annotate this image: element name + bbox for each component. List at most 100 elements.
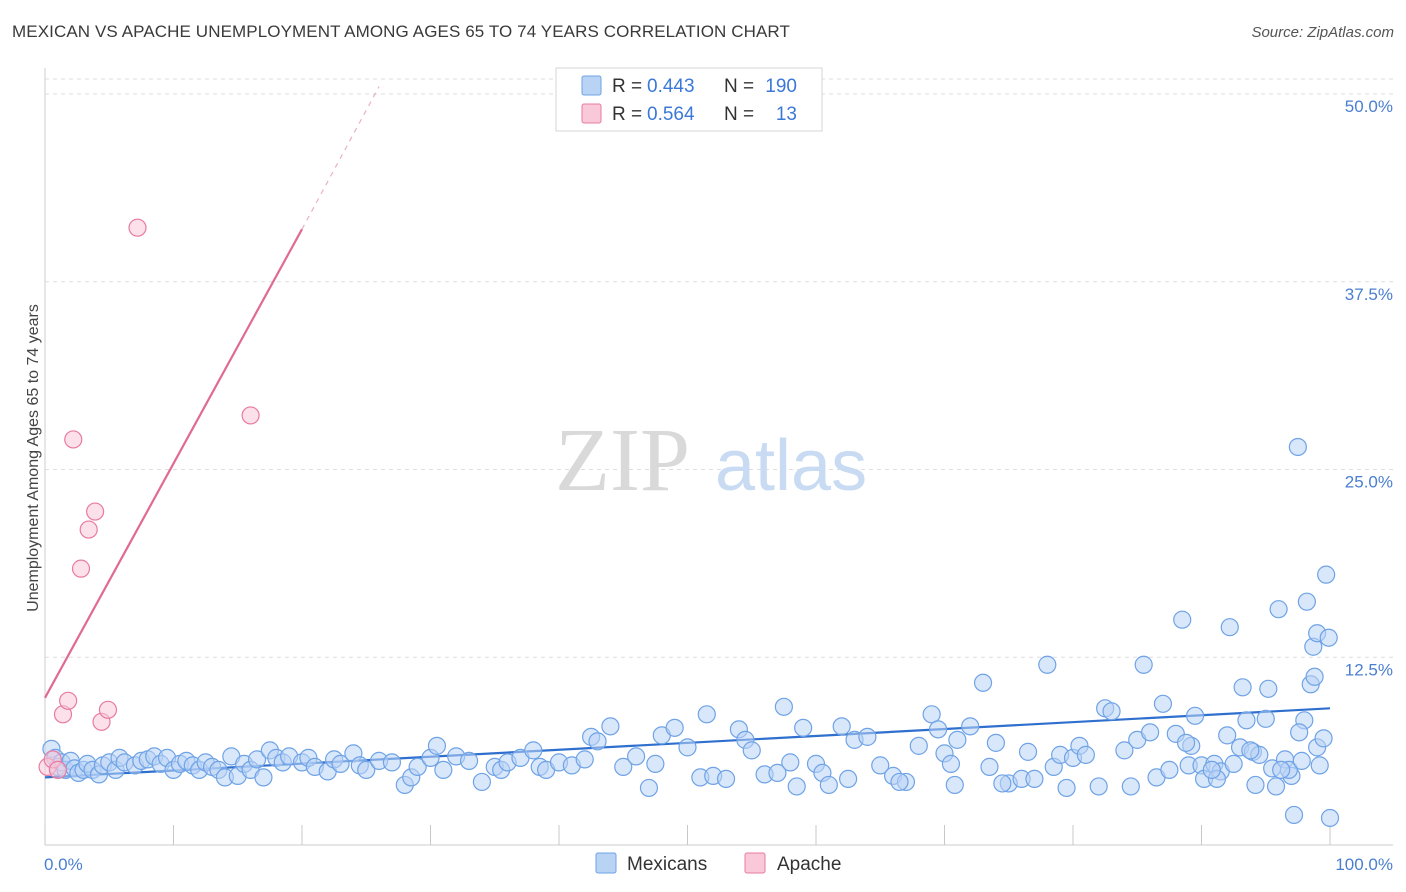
- mexicans-point: [1266, 777, 1286, 796]
- mexicans-point: [357, 760, 376, 780]
- legend-r-label-mexicans: R =: [612, 76, 642, 97]
- apache-point: [64, 430, 83, 449]
- apache-point: [241, 406, 260, 425]
- mexicans-point: [639, 778, 659, 798]
- mexicans-point: [871, 756, 890, 775]
- mexicans-point: [459, 751, 479, 770]
- apache-trend-line: [44, 228, 303, 699]
- mexicans-point: [787, 777, 806, 796]
- mexicans-point: [1319, 628, 1338, 647]
- mexicans-point: [961, 717, 980, 736]
- y-tick-labels: 12.5% 25.0% 37.5% 50.0%: [1345, 97, 1393, 679]
- mexicans-point: [1220, 618, 1239, 637]
- mexicans-point: [1284, 805, 1304, 825]
- mexicans-point: [1185, 706, 1205, 725]
- mexicans-point: [839, 769, 858, 789]
- source-label: Source: ZipAtlas.com: [1251, 24, 1394, 41]
- mexicans-point: [948, 730, 967, 749]
- mexicans-point: [1018, 742, 1038, 761]
- mexicans-point: [1246, 775, 1265, 795]
- mexicans-point: [1218, 726, 1237, 745]
- apache-point: [79, 520, 98, 539]
- mexicans-point: [614, 757, 633, 776]
- x-tick-label-max: 100.0%: [1335, 855, 1393, 874]
- mexicans-point: [1102, 702, 1121, 721]
- mexicans-point: [973, 673, 993, 692]
- mexicans-point: [1317, 565, 1336, 584]
- legend-n-label-apache: N =: [724, 104, 754, 125]
- mexicans-point: [890, 772, 909, 792]
- legend-r-label-apache: R =: [612, 104, 642, 125]
- mexicans-point: [1320, 808, 1340, 828]
- mexicans-point: [1288, 437, 1307, 457]
- mexicans-point: [909, 736, 928, 755]
- mexicans-point: [945, 775, 964, 795]
- legend-n-label-mexicans: N =: [724, 76, 754, 97]
- mexicans-point: [1173, 610, 1192, 629]
- watermark-zip: ZIP: [555, 411, 690, 510]
- watermark-atlas: atlas: [715, 426, 867, 506]
- mexicans-point: [1076, 745, 1095, 764]
- mexicans-point: [1160, 760, 1179, 780]
- mexicans-point: [742, 741, 761, 760]
- mexicans-point: [832, 717, 851, 736]
- mexicans-point: [1272, 760, 1291, 780]
- mexicans-point: [1269, 600, 1288, 619]
- mexicans-point: [524, 741, 543, 760]
- y-tick-label: 25.0%: [1345, 473, 1393, 492]
- legend-n-value-apache: 13: [776, 104, 797, 125]
- legend: R = 0.443 N = 190 R = 0.564 N = 13: [555, 67, 823, 132]
- mexicans-point: [1224, 754, 1243, 773]
- mexicans-point: [858, 727, 877, 746]
- gridlines: [45, 78, 1393, 658]
- mexicans-point: [1292, 751, 1311, 770]
- mexicans-point: [1241, 741, 1260, 760]
- legend-n-value-mexicans: 190: [765, 76, 797, 97]
- mexicans-point: [1310, 756, 1329, 775]
- mexicans-point: [1290, 723, 1309, 742]
- mexicans-point: [1305, 667, 1324, 686]
- mexicans-point: [1297, 592, 1316, 611]
- mexicans-points: [42, 437, 1340, 828]
- mexicans-point: [626, 747, 646, 766]
- mexicans-point: [1134, 655, 1153, 674]
- mexicans-point: [1121, 777, 1140, 796]
- mexicans-point: [1025, 769, 1044, 789]
- chart-title: MEXICAN VS APACHE UNEMPLOYMENT AMONG AGE…: [12, 22, 790, 41]
- mexicans-point: [774, 697, 793, 716]
- mexicans-point: [1237, 711, 1256, 730]
- apache-trend-extension: [301, 86, 380, 230]
- mexicans-point: [1038, 655, 1057, 674]
- mexicans-point: [697, 705, 716, 724]
- mexicans-point: [1202, 760, 1221, 780]
- mexicans-point: [665, 718, 684, 737]
- mexicans-point: [408, 757, 427, 776]
- mexicans-point: [646, 754, 665, 773]
- mexicans-point: [427, 736, 447, 755]
- mexicans-point: [331, 754, 350, 773]
- legend-r-value-mexicans: 0.443: [647, 76, 695, 97]
- apache-point: [48, 760, 67, 780]
- mexicans-point: [1233, 678, 1252, 697]
- mexicans-point: [434, 760, 453, 780]
- legend-swatch-apache: [581, 103, 602, 124]
- mexicans-point: [993, 774, 1012, 793]
- mexicans-point: [1140, 723, 1160, 742]
- mexicans-point: [575, 750, 594, 769]
- x-tick-label-min: 0.0%: [44, 855, 83, 874]
- mexicans-point: [472, 772, 491, 792]
- apache-points: [38, 218, 260, 780]
- mexicans-point: [1089, 777, 1108, 796]
- mexicans-point: [1256, 709, 1275, 728]
- mexicans-point: [1115, 741, 1134, 760]
- mexicans-point: [922, 705, 941, 724]
- bottom-legend: Mexicans Apache: [595, 852, 841, 875]
- apache-point: [98, 700, 118, 719]
- bottom-legend-swatch-mexicans: [595, 852, 617, 874]
- mexicans-point: [941, 754, 961, 773]
- mexicans-point: [601, 717, 620, 736]
- mexicans-point: [781, 753, 800, 772]
- bottom-legend-swatch-apache: [744, 852, 766, 874]
- mexicans-point: [1057, 778, 1076, 798]
